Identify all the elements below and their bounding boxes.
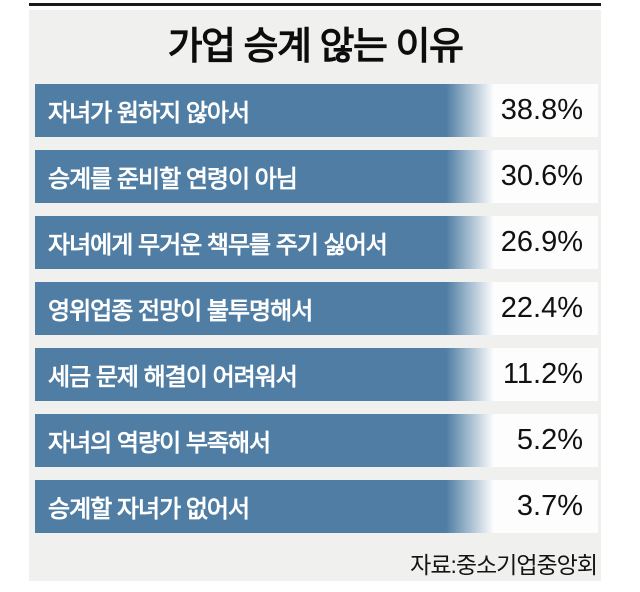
bar-value: 3.7% <box>516 490 583 522</box>
bar-value: 22.4% <box>500 292 583 324</box>
bar-row: 자녀가 원하지 않아서 38.8% <box>35 84 598 137</box>
bar-label: 승계를 준비할 연령이 아님 <box>48 166 298 193</box>
bar-row: 승계할 자녀가 없어서 3.7% <box>35 480 598 533</box>
bar-value: 30.6% <box>500 160 583 192</box>
bar-label: 세금 문제 해결이 어려워서 <box>48 364 298 391</box>
bar-fill <box>35 84 598 137</box>
source-credit: 자료:중소기업중앙회 <box>410 552 598 578</box>
chart-title: 가업 승계 않는 이유 <box>167 26 464 68</box>
chart-background: 가업 승계 않는 이유 자녀가 원하지 않아서 38.8% 승계를 준비할 연령… <box>29 10 601 581</box>
bar-fill <box>35 480 598 533</box>
bar-value: 5.2% <box>516 424 583 456</box>
chart-panel: 가업 승계 않는 이유 자녀가 원하지 않아서 38.8% 승계를 준비할 연령… <box>29 3 601 581</box>
bar-row: 자녀에게 무거운 책무를 주기 싫어서 26.9% <box>35 216 598 269</box>
bar-row: 자녀의 역량이 부족해서 5.2% <box>35 414 598 467</box>
bar-fill <box>35 414 598 467</box>
bar-value: 26.9% <box>500 226 583 258</box>
bar-row: 영위업종 전망이 불투명해서 22.4% <box>35 282 598 335</box>
bar-label: 영위업종 전망이 불투명해서 <box>48 298 313 325</box>
bar-row: 세금 문제 해결이 어려워서 11.2% <box>35 348 598 401</box>
bar-label: 승계할 자녀가 없어서 <box>48 496 250 523</box>
bar-label: 자녀가 원하지 않아서 <box>48 100 250 127</box>
top-rule-line <box>29 3 601 6</box>
bar-label: 자녀에게 무거운 책무를 주기 싫어서 <box>48 232 388 259</box>
bar-fill <box>35 216 598 269</box>
bar-list: 자녀가 원하지 않아서 38.8% 승계를 준비할 연령이 아님 30.6% 자… <box>35 84 598 533</box>
bar-row: 승계를 준비할 연령이 아님 30.6% <box>35 150 598 203</box>
bar-fill <box>35 282 598 335</box>
bar-value: 38.8% <box>500 94 583 126</box>
bar-value: 11.2% <box>502 358 583 390</box>
bar-fill <box>35 150 598 203</box>
bar-label: 자녀의 역량이 부족해서 <box>48 430 271 457</box>
bar-fill <box>35 348 598 401</box>
